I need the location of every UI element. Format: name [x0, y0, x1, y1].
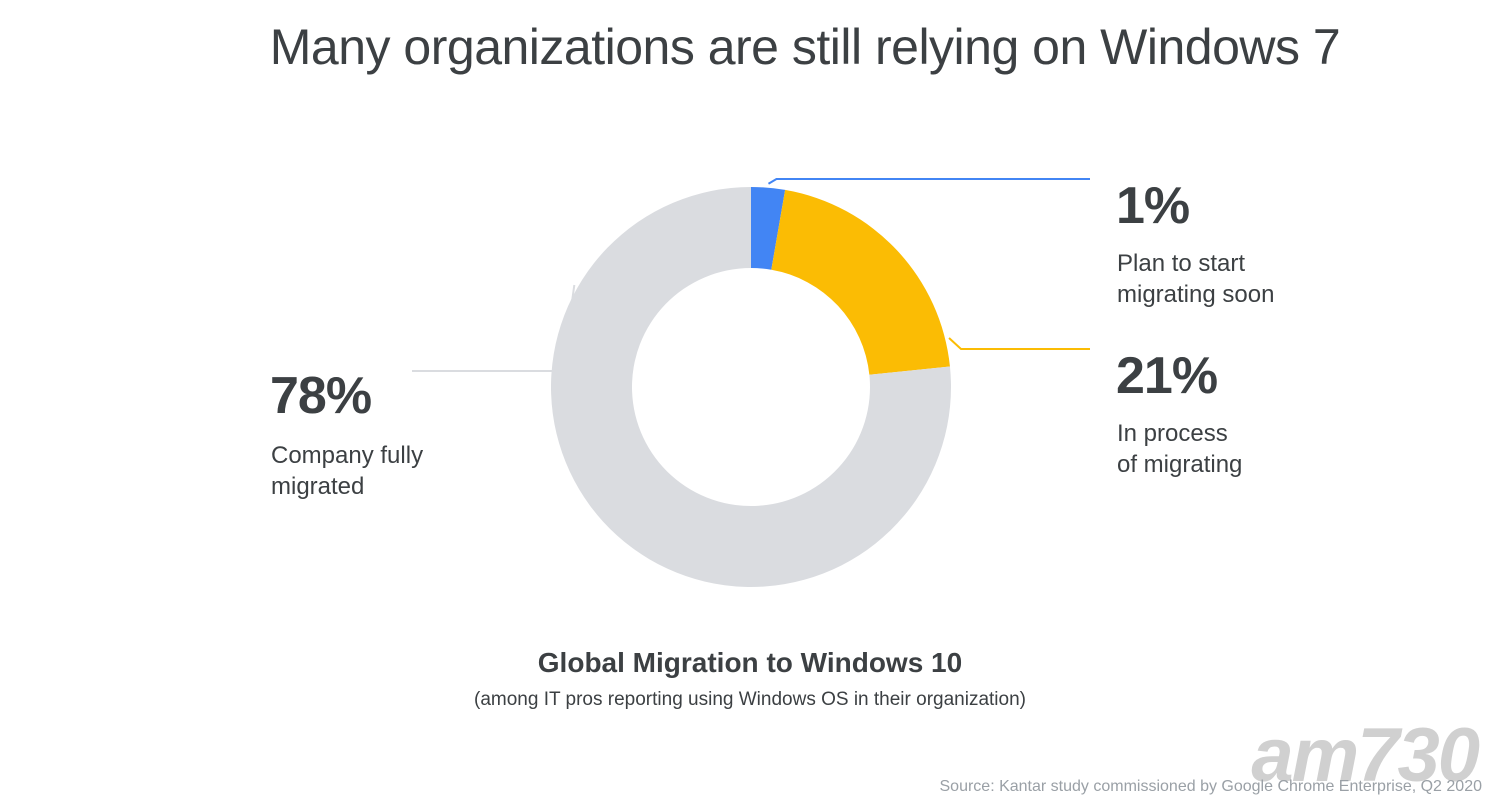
slice-description-line: of migrating [1117, 451, 1243, 478]
chart-title: Global Migration to Windows 10 [537, 647, 963, 678]
leader-line [412, 284, 576, 372]
slice-description-line: migrating soon [1117, 281, 1275, 308]
chart-subtitle: (among IT pros reporting using Windows O… [474, 689, 1026, 710]
donut-slice [751, 187, 786, 270]
slice-description: Plan to start migrating soon [1117, 248, 1274, 310]
slice-value-label: 78% [270, 367, 372, 425]
watermark-logo: am730 [1251, 713, 1480, 798]
donut-slice [550, 187, 951, 587]
donut-slice [771, 189, 950, 375]
slice-value-label: 1% [1116, 177, 1190, 235]
page-title: Many organizations are still relying on … [269, 19, 1341, 75]
slice-value-label: 21% [1116, 347, 1218, 405]
slice-description: Company fully migrated [271, 440, 423, 502]
slice-description-line: In process [1117, 420, 1228, 447]
slice-description: In process of migrating [1117, 418, 1242, 480]
leader-line [767, 178, 1090, 185]
slice-description-line: Company fully [271, 442, 424, 469]
slice-description-line: migrated [271, 473, 365, 500]
source-note: Source: Kantar study commissioned by Goo… [939, 778, 1483, 795]
leader-line [948, 337, 1090, 350]
slice-description-line: Plan to start [1117, 250, 1246, 277]
